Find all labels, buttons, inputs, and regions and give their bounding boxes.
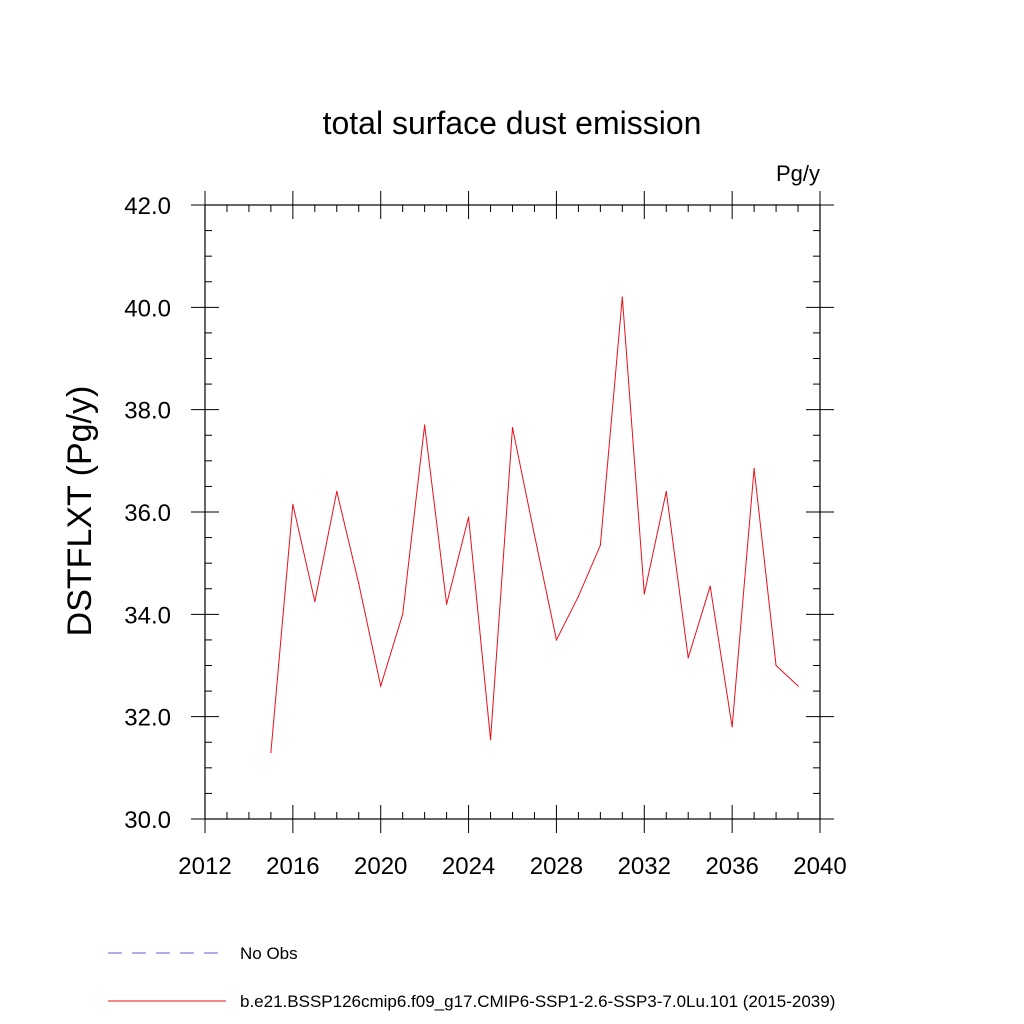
- x-axis-ticks: [204, 191, 821, 833]
- series-line: [270, 297, 799, 753]
- data-point: [775, 664, 777, 667]
- y-axis-tick-labels: 30.0 32.0 34.0 36.0 38.0 40.0 42.0: [124, 193, 171, 834]
- legend-label-no-obs: No Obs: [240, 944, 298, 963]
- x-tick-label: 2028: [530, 853, 583, 880]
- chart-title: total surface dust emission: [323, 105, 702, 141]
- data-point: [533, 534, 536, 536]
- data-point: [577, 595, 579, 598]
- data-point: [402, 613, 404, 615]
- data-point: [489, 739, 492, 741]
- x-tick-label: 2040: [793, 853, 846, 880]
- data-point: [555, 639, 558, 641]
- legend-label-simulation: b.e21.BSSP126cmip6.f09_g17.CMIP6-SSP1-2.…: [240, 992, 835, 1011]
- data-point: [270, 751, 272, 754]
- data-point: [643, 593, 645, 595]
- y-tick-label: 34.0: [124, 602, 171, 629]
- x-tick-label: 2032: [618, 853, 671, 880]
- data-point: [467, 516, 470, 518]
- units-label: Pg/y: [776, 161, 820, 186]
- data-point: [314, 600, 316, 603]
- x-axis-tick-labels: 2012 2016 2020 2024 2028 2032 2036 2040: [178, 853, 846, 880]
- data-point: [731, 726, 733, 728]
- x-tick-label: 2020: [354, 853, 407, 880]
- data-point: [599, 544, 601, 546]
- data-point: [753, 467, 755, 470]
- y-tick-label: 30.0: [124, 807, 171, 834]
- plot-frame: [204, 204, 821, 820]
- y-axis-label: DSTFLXT (Pg/y): [61, 386, 99, 637]
- y-tick-label: 36.0: [124, 500, 171, 527]
- y-tick-label: 32.0: [124, 705, 171, 732]
- data-point: [687, 657, 689, 659]
- x-tick-label: 2016: [266, 853, 319, 880]
- data-point: [797, 685, 799, 687]
- data-point: [621, 296, 623, 298]
- data-point: [336, 490, 338, 493]
- data-point: [511, 426, 514, 429]
- x-tick-label: 2036: [705, 853, 758, 880]
- y-tick-label: 40.0: [124, 295, 171, 322]
- legend: No Obs b.e21.BSSP126cmip6.f09_g17.CMIP6-…: [108, 944, 835, 1011]
- data-point: [292, 503, 294, 505]
- x-tick-label: 2024: [442, 853, 495, 880]
- data-point: [665, 490, 667, 493]
- x-tick-label: 2012: [178, 853, 231, 880]
- data-point: [380, 685, 382, 687]
- series-layer: [270, 296, 799, 754]
- data-point: [358, 583, 360, 585]
- y-tick-label: 38.0: [124, 398, 171, 425]
- data-point: [424, 424, 426, 426]
- y-tick-label: 42.0: [124, 193, 171, 220]
- y-axis-ticks: [191, 204, 834, 820]
- data-point: [709, 585, 711, 587]
- data-point: [446, 603, 448, 605]
